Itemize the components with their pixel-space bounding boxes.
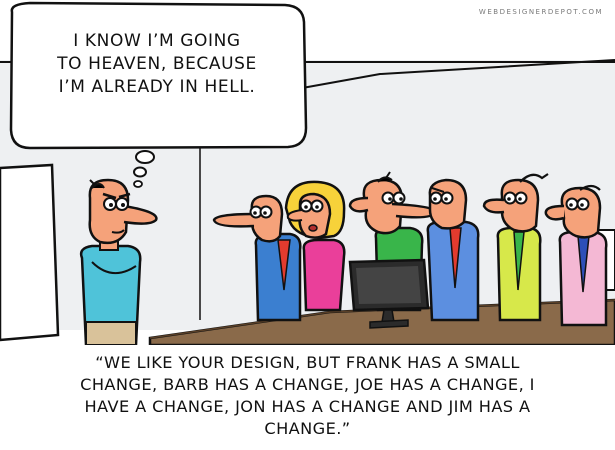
cartoon-scene xyxy=(0,0,615,345)
client-figure-1 xyxy=(212,194,302,322)
caption-line: “WE LIKE YOUR DESIGN, BUT FRANK HAS A SM… xyxy=(95,353,520,372)
client-figure-5 xyxy=(544,184,608,327)
client-figure-4 xyxy=(482,173,549,322)
caption-line: HAVE A CHANGE, JON HAS A CHANGE AND JIM … xyxy=(84,397,531,416)
thought-line: I’M ALREADY IN HELL. xyxy=(58,77,256,97)
thought-bubble xyxy=(9,1,308,188)
client-figure-3 xyxy=(426,178,480,322)
caption-line: CHANGE, BARB HAS A CHANGE, JOE HAS A CHA… xyxy=(80,375,535,394)
client-figure-barb xyxy=(284,180,346,312)
computer-monitor xyxy=(348,258,430,329)
thought-line: TO HEAVEN, BECAUSE xyxy=(57,54,257,74)
wall-panel xyxy=(0,163,60,342)
thought-bubble-text: I KNOW I’M GOING TO HEAVEN, BECAUSE I’M … xyxy=(22,30,292,99)
designer-figure xyxy=(79,178,158,345)
cartoon-caption: “WE LIKE YOUR DESIGN, BUT FRANK HAS A SM… xyxy=(10,352,605,440)
thought-line: I KNOW I’M GOING xyxy=(73,31,241,51)
caption-line: CHANGE.” xyxy=(264,419,351,438)
site-credit: WEBDESIGNERDEPOT.COM xyxy=(478,8,603,16)
